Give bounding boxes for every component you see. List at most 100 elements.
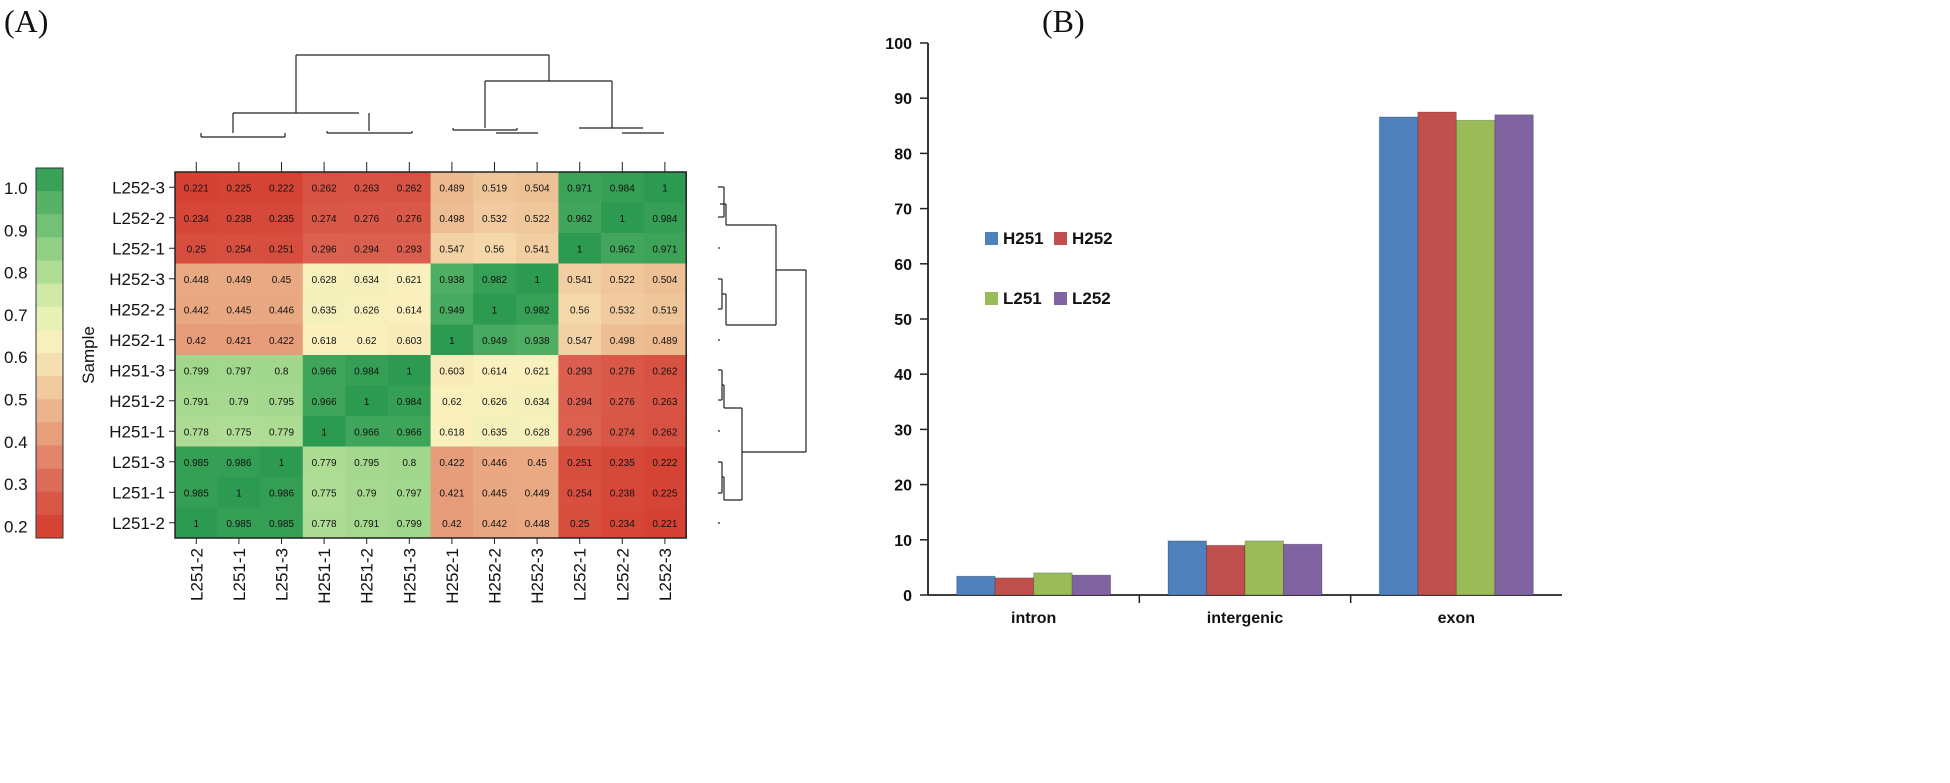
column-label: H252-1 — [443, 548, 462, 604]
heatmap-cell — [643, 507, 687, 539]
heatmap-cell — [430, 416, 474, 447]
heatmap-cell — [345, 172, 389, 203]
bar-h252-intron — [994, 577, 1035, 596]
heatmap-cell — [515, 477, 559, 508]
color-scale-swatch — [36, 237, 63, 261]
heatmap-cell-value: 0.254 — [567, 488, 592, 499]
heatmap-cell-value: 0.421 — [439, 488, 464, 499]
heatmap-cell-value: 0.442 — [482, 519, 507, 530]
heatmap-cell-value: 0.293 — [567, 366, 592, 377]
color-scale-title: Sample — [79, 326, 98, 384]
heatmap-cell-value: 0.541 — [525, 244, 550, 255]
heatmap-cell-value: 0.79 — [357, 488, 377, 499]
bar-chart: 0 10 20 30 40 50 60 70 80 90 100 intron intergenic ex… — [885, 36, 1562, 627]
dendrograms — [200, 54, 807, 524]
heatmap-cell-value: 0.791 — [184, 397, 209, 408]
heatmap-cell-value: 1 — [236, 488, 242, 499]
heatmap-cell — [558, 477, 602, 508]
heatmap-cell — [515, 507, 559, 539]
heatmap-cell — [175, 294, 219, 325]
heatmap-cell-value: 0.618 — [439, 427, 464, 438]
heatmap-cell-value: 0.603 — [439, 366, 464, 377]
heatmap-cell — [388, 263, 432, 295]
heatmap-cell — [388, 507, 432, 539]
heatmap-cell — [515, 263, 559, 295]
heatmap-cell — [515, 416, 559, 447]
column-label: L252-3 — [656, 548, 675, 601]
heatmap-cell-value: 0.56 — [570, 305, 590, 316]
heatmap-cell-value: 0.235 — [269, 214, 294, 225]
heatmap-cell — [601, 233, 645, 264]
heatmap-cell-value: 0.984 — [354, 366, 379, 377]
color-scale-swatch — [36, 491, 63, 516]
heatmap-cell — [217, 416, 261, 447]
heatmap-cell — [558, 263, 602, 295]
heatmap-cell-value: 0.276 — [397, 214, 422, 225]
heatmap-cell — [515, 294, 559, 325]
heatmap-cell-value: 1 — [194, 519, 200, 530]
heatmap-cell-value: 0.547 — [567, 336, 592, 347]
heatmap-cell-value: 0.522 — [610, 275, 635, 286]
y-tick-label: 80 — [894, 146, 912, 163]
heatmap-cell-value: 1 — [620, 214, 626, 225]
heatmap-cell — [175, 446, 219, 478]
legend-swatch-h251 — [985, 232, 998, 245]
row-label: H251-3 — [109, 361, 165, 380]
heatmap-cell — [515, 446, 559, 478]
heatmap-cell-value: 0.778 — [312, 519, 337, 530]
heatmap-cell — [601, 172, 645, 203]
heatmap-cell-value: 0.985 — [269, 519, 294, 530]
heatmap-cell-value: 0.222 — [269, 183, 294, 194]
bar-h251-intron — [956, 575, 996, 596]
heatmap-cell-value: 0.628 — [312, 275, 337, 286]
heatmap-cell-value: 0.522 — [525, 214, 550, 225]
heatmap-cell — [601, 507, 645, 539]
heatmap-cell — [217, 477, 261, 508]
heatmap-cell — [260, 324, 304, 356]
heatmap-cell-value: 0.262 — [652, 366, 677, 377]
heatmap-cell — [601, 446, 645, 478]
heatmap-cells: 0.221 0.225 0.222 0.262 0.263 0.262 0.489 0.519… — [174, 171, 687, 539]
heatmap-cell-value: 0.797 — [397, 488, 422, 499]
heatmap-cell — [175, 385, 219, 417]
color-scale-tick: 0.8 — [4, 264, 28, 283]
heatmap-cell-value: 0.25 — [187, 244, 207, 255]
heatmap-cell — [345, 355, 389, 386]
color-scale-legend: 1.0 0.9 0.8 0.7 0.6 0.5 0.4 0.3 0.2 Sample — [4, 167, 98, 539]
heatmap-cell-value: 0.238 — [610, 488, 635, 499]
heatmap-cell-value: 0.442 — [184, 305, 209, 316]
heatmap-cell-value: 0.25 — [570, 519, 590, 530]
column-label: L252-1 — [571, 548, 590, 601]
color-scale-tick: 1.0 — [4, 179, 28, 198]
panel-b-label: (B) — [1042, 3, 1085, 39]
color-scale-swatch — [36, 306, 63, 331]
color-scale-tick: 0.5 — [4, 391, 28, 410]
color-scale-swatch — [36, 376, 63, 400]
heatmap-cell-value: 0.985 — [184, 488, 209, 499]
bar-l252-exon — [1494, 114, 1534, 596]
heatmap-cell-value: 1 — [449, 336, 455, 347]
heatmap-cell — [345, 233, 389, 264]
heatmap-cell-value: 0.791 — [354, 519, 379, 530]
heatmap-cell — [217, 507, 261, 539]
heatmap-cell-value: 0.42 — [187, 336, 207, 347]
heatmap-cell-value: 0.489 — [439, 183, 464, 194]
heatmap-cell — [260, 385, 304, 417]
heatmap-cell-value: 0.274 — [312, 214, 337, 225]
heatmap-cell-value: 0.985 — [184, 458, 209, 469]
color-scale-swatch — [36, 168, 63, 192]
heatmap-cell — [260, 355, 304, 386]
heatmap-cell — [345, 202, 389, 234]
heatmap-cell-value: 1 — [321, 427, 327, 438]
heatmap-cell-value: 0.626 — [354, 305, 379, 316]
heatmap-cell — [430, 263, 474, 295]
heatmap-cell — [601, 385, 645, 417]
heatmap-cell-value: 0.79 — [229, 397, 249, 408]
heatmap-cell-value: 0.498 — [439, 214, 464, 225]
heatmap-cell-value: 0.251 — [567, 458, 592, 469]
heatmap-cell-value: 0.985 — [226, 519, 251, 530]
bar-legend: H251 H252 L251 L252 — [985, 229, 1113, 308]
heatmap-cell-value: 0.984 — [610, 183, 635, 194]
heatmap-cell-value: 0.799 — [184, 366, 209, 377]
